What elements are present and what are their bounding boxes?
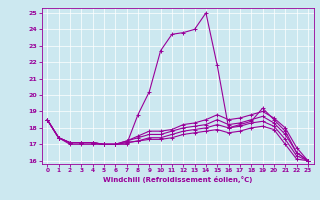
X-axis label: Windchill (Refroidissement éolien,°C): Windchill (Refroidissement éolien,°C) — [103, 176, 252, 183]
